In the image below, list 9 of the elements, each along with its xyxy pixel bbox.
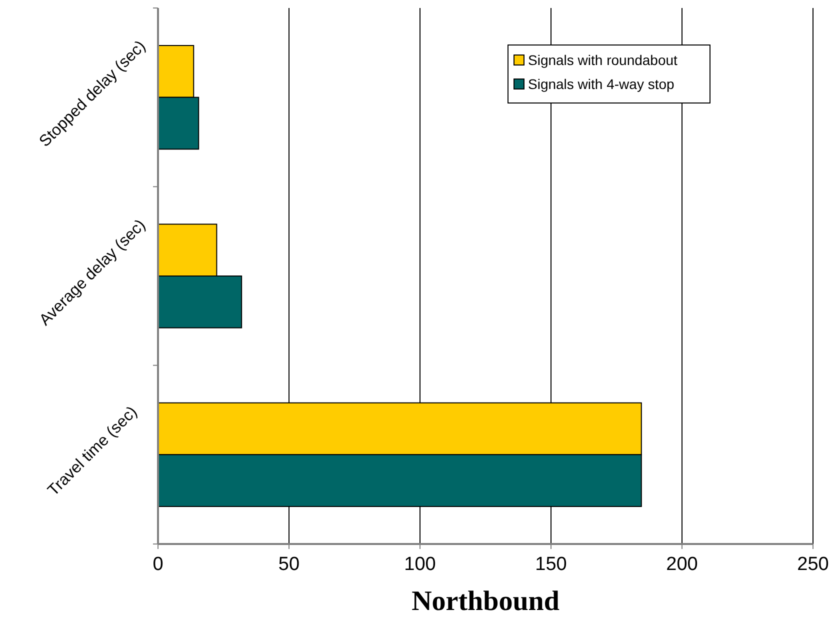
- x-tick-label: 50: [278, 554, 300, 575]
- x-tick-label: 250: [797, 554, 829, 575]
- x-tick-label: 150: [535, 554, 567, 575]
- legend-label: Signals with 4-way stop: [528, 76, 675, 92]
- x-tick-label: 100: [404, 554, 436, 575]
- x-axis-title: Northbound: [412, 586, 560, 617]
- x-tick-label: 0: [152, 554, 164, 575]
- legend-label: Signals with roundabout: [528, 52, 678, 68]
- x-tick-label: 200: [666, 554, 698, 575]
